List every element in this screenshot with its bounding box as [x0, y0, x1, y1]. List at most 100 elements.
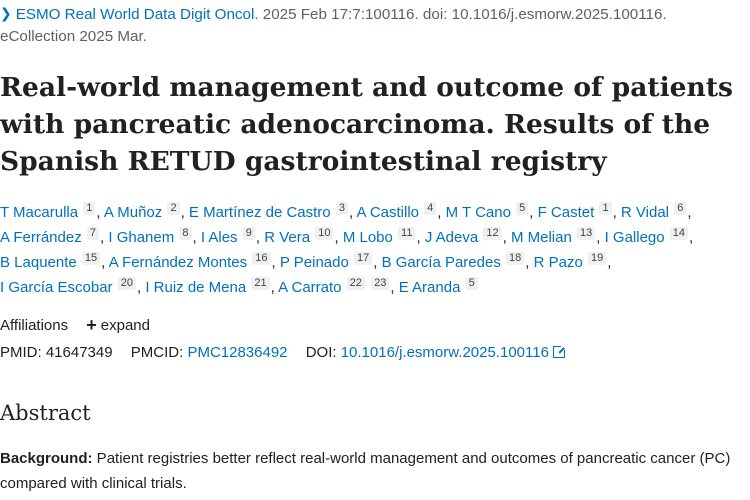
affiliation-number[interactable]: 18 [506, 252, 525, 265]
author-item: M T Cano 5, [445, 202, 538, 221]
author-link[interactable]: R Pazo [533, 254, 583, 271]
author-link[interactable]: I Ales [200, 229, 238, 246]
author-link[interactable]: I Ruiz de Mena [145, 279, 247, 296]
author-list: T Macarulla 1, A Muñoz 2, E Martínez de … [0, 200, 748, 300]
author-item: A Muñoz 2, [103, 202, 189, 221]
chevron-right-icon: ❯ [0, 5, 12, 21]
expand-label: expand [100, 317, 150, 334]
identifiers-row: PMID: 41647349 PMCID: PMC12836492 DOI: 1… [0, 344, 567, 361]
abstract-heading: Abstract [0, 401, 91, 425]
citation-details: 2025 Feb 17:7:100116. doi: 10.1016/j.esm… [258, 6, 667, 23]
plus-icon: + [86, 315, 97, 335]
author-item: T Macarulla 1, [0, 202, 104, 221]
affiliation-number[interactable]: 1 [83, 202, 96, 215]
author-item: A Carrato 22 23, [278, 277, 399, 296]
pmcid-link[interactable]: PMC12836492 [187, 344, 288, 361]
affiliation-number[interactable]: 4 [424, 202, 437, 215]
affiliation-number[interactable]: 1 [599, 202, 612, 215]
title-line-2: with pancreatic adenocarcinoma. Results … [0, 109, 711, 140]
affiliation-number[interactable]: 20 [117, 277, 136, 290]
pmid-value: 41647349 [45, 344, 113, 361]
author-item: M Lobo 11, [342, 227, 425, 246]
author-link[interactable]: E Martínez de Castro [188, 204, 331, 221]
author-item: I Ruiz de Mena 21, [145, 277, 279, 296]
author-item: J Adeva 12, [424, 227, 511, 246]
background-text: Patient registries better reflect real-w… [0, 450, 731, 492]
affiliation-number[interactable]: 13 [576, 227, 596, 240]
affiliation-number[interactable]: 19 [587, 252, 607, 265]
author-item: A Castillo 4, [356, 202, 446, 221]
author-item: I García Escobar 20, [0, 277, 146, 296]
affiliation-number[interactable]: 23 [371, 277, 390, 290]
affiliation-number[interactable]: 3 [335, 202, 348, 215]
affiliations-row: Affiliations + expand [0, 315, 150, 336]
author-item: F Castet 1, [537, 202, 621, 221]
affiliations-label: Affiliations [0, 317, 69, 334]
author-link[interactable]: A Carrato [278, 279, 342, 296]
author-item: R Vidal 6, [620, 202, 692, 221]
author-item: E Aranda 5 [398, 277, 479, 296]
author-item: I Ghanem 8, [108, 227, 201, 246]
doi-link[interactable]: 10.1016/j.esmorw.2025.100116 [340, 344, 567, 361]
author-link[interactable]: P Peinado [279, 254, 349, 271]
affiliation-number[interactable]: 2 [167, 202, 180, 215]
affiliations-expand-button[interactable]: + expand [86, 315, 150, 335]
author-item: E Martínez de Castro 3, [188, 202, 357, 221]
author-link[interactable]: R Vidal [620, 204, 670, 221]
author-link[interactable]: I Ghanem [108, 229, 175, 246]
author-link[interactable]: A Ferrández [0, 229, 82, 246]
author-link[interactable]: I García Escobar [0, 279, 113, 296]
affiliation-number[interactable]: 15 [81, 252, 101, 265]
affiliation-number[interactable]: 5 [516, 202, 529, 215]
affiliation-number[interactable]: 17 [354, 252, 373, 265]
author-item: B García Paredes 18, [381, 252, 534, 271]
author-link[interactable]: F Castet [537, 204, 595, 221]
external-link-icon [552, 344, 567, 358]
affiliation-number[interactable]: 12 [483, 227, 502, 240]
citation-line: ❯ ESMO Real World Data Digit Oncol. 2025 … [0, 3, 745, 48]
author-item: I Ales 9, [200, 227, 265, 246]
title-line-3: Spanish RETUD gastrointestinal registry [0, 146, 607, 177]
affiliation-number[interactable]: 5 [465, 277, 478, 290]
author-item: A Fernández Montes 16, [108, 252, 280, 271]
author-link[interactable]: M Melian [510, 229, 572, 246]
author-item: M Melian 13, [510, 227, 605, 246]
author-link[interactable]: M Lobo [342, 229, 393, 246]
abstract-background: Background: Patient registries better re… [0, 446, 745, 496]
author-link[interactable]: E Aranda [398, 279, 461, 296]
author-item: A Ferrández 7, [0, 227, 109, 246]
affiliation-number[interactable]: 6 [674, 202, 687, 215]
article-title: Real-world management and outcome of pat… [0, 69, 745, 180]
author-link[interactable]: A Castillo [356, 204, 419, 221]
doi-label: DOI: [305, 344, 337, 361]
author-item: I Gallego 14, [604, 227, 694, 246]
affiliation-number[interactable]: 21 [251, 277, 270, 290]
author-link[interactable]: M T Cano [445, 204, 511, 221]
author-item: B Laquente 15, [0, 252, 109, 271]
affiliation-number[interactable]: 11 [398, 227, 416, 240]
journal-link[interactable]: ESMO Real World Data Digit Oncol. [15, 6, 259, 23]
pmcid-label: PMCID: [130, 344, 184, 361]
citation-ecollection: eCollection 2025 Mar. [0, 28, 147, 45]
author-link[interactable]: A Muñoz [103, 204, 163, 221]
author-item: P Peinado 17, [279, 252, 382, 271]
author-link[interactable]: B García Paredes [381, 254, 501, 271]
affiliation-number[interactable]: 14 [669, 227, 689, 240]
author-item: R Pazo 19, [533, 252, 612, 271]
affiliation-number[interactable]: 22 [346, 277, 365, 290]
author-link[interactable]: T Macarulla [0, 204, 79, 221]
background-label: Background: [0, 450, 93, 467]
author-link[interactable]: A Fernández Montes [108, 254, 248, 271]
author-link[interactable]: R Vera [264, 229, 311, 246]
author-link[interactable]: B Laquente [0, 254, 77, 271]
affiliation-number[interactable]: 16 [252, 252, 271, 265]
affiliation-number[interactable]: 8 [179, 227, 192, 240]
affiliation-number[interactable]: 9 [242, 227, 255, 240]
doi-value: 10.1016/j.esmorw.2025.100116 [340, 344, 549, 361]
affiliation-number[interactable]: 10 [315, 227, 334, 240]
author-link[interactable]: I Gallego [604, 229, 665, 246]
pmid-label: PMID: [0, 344, 42, 361]
author-link[interactable]: J Adeva [424, 229, 479, 246]
affiliation-number[interactable]: 7 [86, 227, 100, 240]
title-line-1: Real-world management and outcome of pat… [0, 72, 733, 103]
